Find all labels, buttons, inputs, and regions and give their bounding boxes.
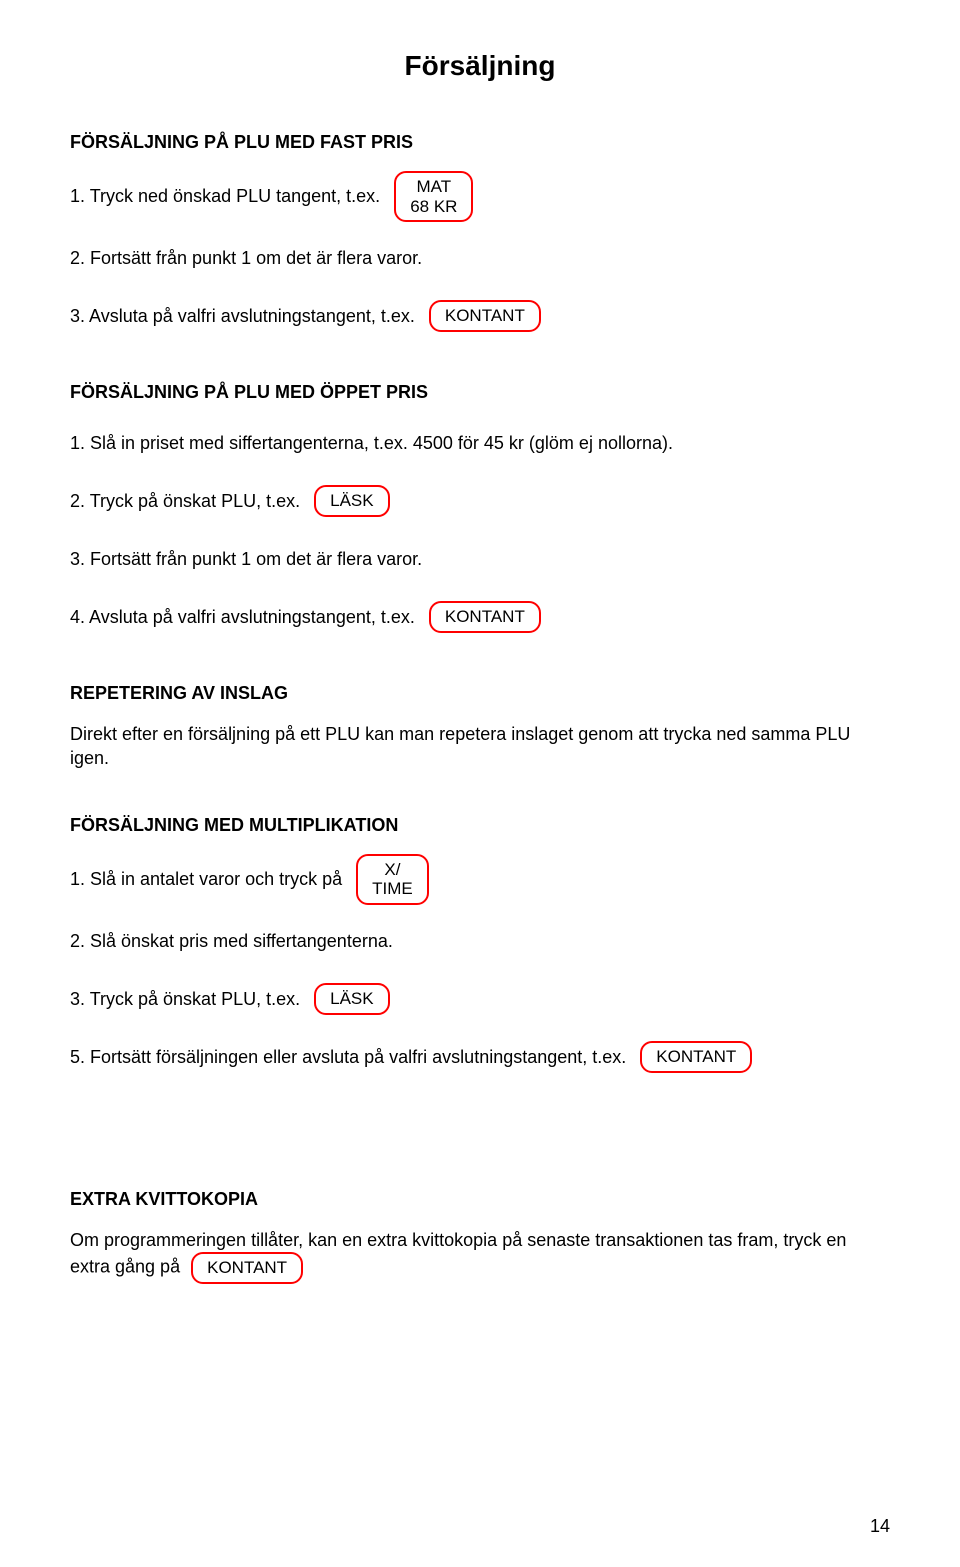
- key-x-time: X/ TIME: [356, 854, 429, 905]
- step-text: 3. Tryck på önskat PLU, t.ex.: [70, 987, 300, 1011]
- key-label: KONTANT: [445, 306, 525, 326]
- section-heading-oppet-pris: FÖRSÄLJNING PÅ PLU MED ÖPPET PRIS: [70, 382, 890, 403]
- step-line: 1. Slå in antalet varor och tryck på X/ …: [70, 854, 890, 905]
- key-kontant: KONTANT: [191, 1252, 303, 1284]
- section-heading-multiplikation: FÖRSÄLJNING MED MULTIPLIKATION: [70, 815, 890, 836]
- step-text: 2. Slå önskat pris med siffertangenterna…: [70, 929, 393, 953]
- key-kontant: KONTANT: [429, 300, 541, 332]
- step-text: 1. Tryck ned önskad PLU tangent, t.ex.: [70, 184, 380, 208]
- key-kontant: KONTANT: [640, 1041, 752, 1073]
- step-line: 4. Avsluta på valfri avslutningstangent,…: [70, 595, 890, 639]
- section-heading-kvittokopia: EXTRA KVITTOKOPIA: [70, 1189, 890, 1210]
- page-number: 14: [870, 1516, 890, 1537]
- step-line: 3. Avsluta på valfri avslutningstangent,…: [70, 294, 890, 338]
- step-text: 4. Avsluta på valfri avslutningstangent,…: [70, 605, 415, 629]
- step-line: 3. Fortsätt från punkt 1 om det är flera…: [70, 537, 890, 581]
- section-heading-repetering: REPETERING AV INSLAG: [70, 683, 890, 704]
- step-text: 1. Slå in antalet varor och tryck på: [70, 867, 342, 891]
- step-text: 5. Fortsätt försäljningen eller avsluta …: [70, 1045, 626, 1069]
- key-label: LÄSK: [330, 989, 373, 1009]
- paragraph-text: Om programmeringen tillåter, kan en extr…: [70, 1230, 846, 1277]
- step-line: 2. Tryck på önskat PLU, t.ex. LÄSK: [70, 479, 890, 523]
- step-line: 1. Tryck ned önskad PLU tangent, t.ex. M…: [70, 171, 890, 222]
- step-text: 1. Slå in priset med siffertangenterna, …: [70, 431, 673, 455]
- key-label: LÄSK: [330, 491, 373, 511]
- page-title: Försäljning: [70, 50, 890, 82]
- step-line: 3. Tryck på önskat PLU, t.ex. LÄSK: [70, 977, 890, 1021]
- key-label-line2: 68 KR: [410, 197, 457, 217]
- step-text: 3. Fortsätt från punkt 1 om det är flera…: [70, 547, 422, 571]
- key-label: KONTANT: [445, 607, 525, 627]
- step-line: 5. Fortsätt försäljningen eller avsluta …: [70, 1035, 890, 1079]
- key-lask: LÄSK: [314, 485, 389, 517]
- key-label-line1: X/: [384, 860, 400, 880]
- key-kontant: KONTANT: [429, 601, 541, 633]
- key-label-line1: MAT: [417, 177, 452, 197]
- key-label-line2: TIME: [372, 879, 413, 899]
- key-label: KONTANT: [656, 1047, 736, 1067]
- step-text: 2. Fortsätt från punkt 1 om det är flera…: [70, 246, 422, 270]
- step-line: 2. Fortsätt från punkt 1 om det är flera…: [70, 236, 890, 280]
- step-text: 2. Tryck på önskat PLU, t.ex.: [70, 489, 300, 513]
- key-mat-68kr: MAT 68 KR: [394, 171, 473, 222]
- section-heading-fast-pris: FÖRSÄLJNING PÅ PLU MED FAST PRIS: [70, 132, 890, 153]
- key-label: KONTANT: [207, 1258, 287, 1278]
- step-line: 2. Slå önskat pris med siffertangenterna…: [70, 919, 890, 963]
- key-lask: LÄSK: [314, 983, 389, 1015]
- paragraph-with-key: Om programmeringen tillåter, kan en extr…: [70, 1228, 890, 1284]
- step-line: 1. Slå in priset med siffertangenterna, …: [70, 421, 890, 465]
- paragraph-text: Direkt efter en försäljning på ett PLU k…: [70, 722, 890, 771]
- step-text: 3. Avsluta på valfri avslutningstangent,…: [70, 304, 415, 328]
